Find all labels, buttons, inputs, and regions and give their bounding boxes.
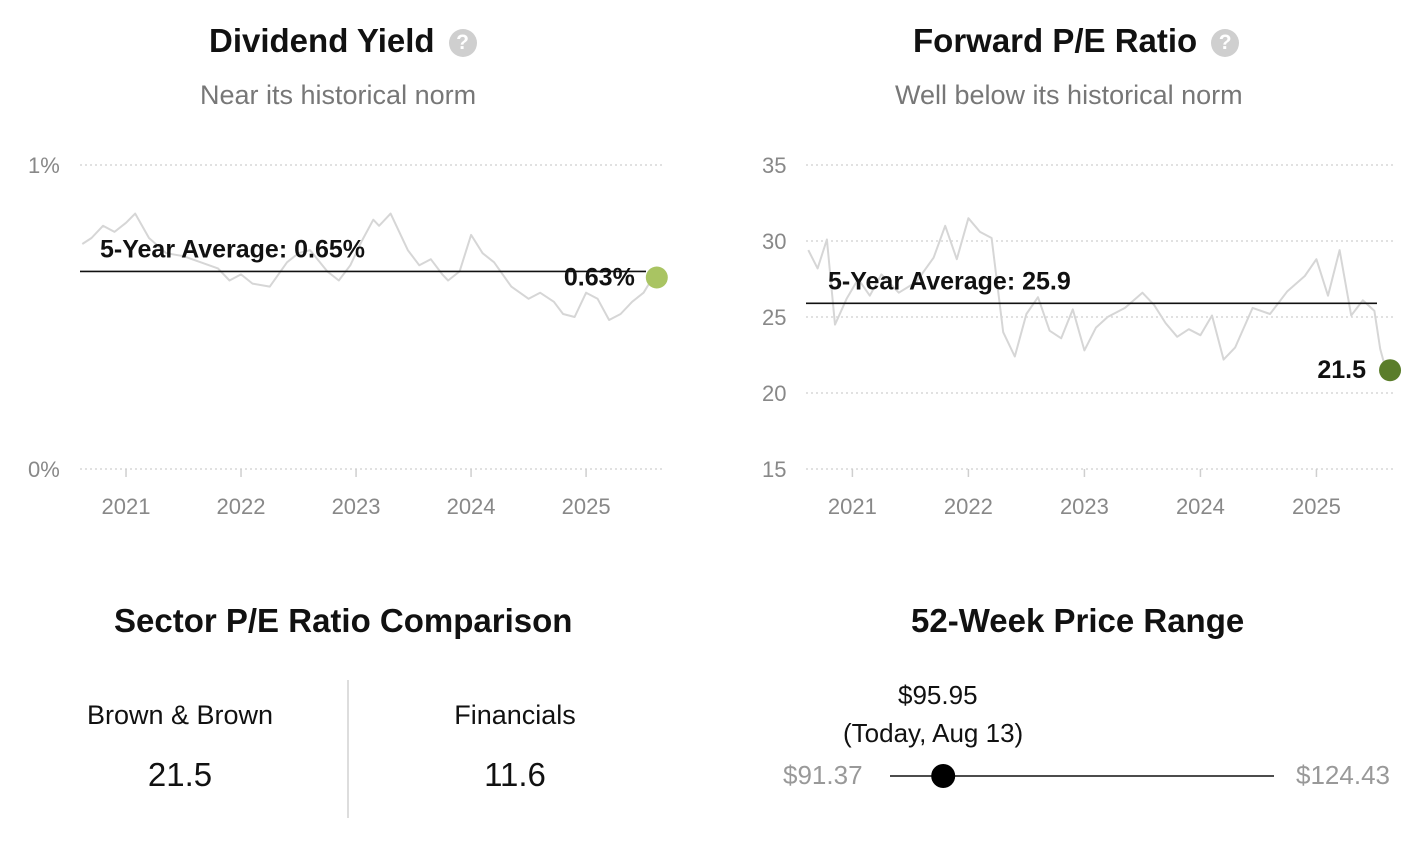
y-tick-label: 25 xyxy=(762,305,786,330)
sector-divider xyxy=(347,680,349,818)
range-current-note: (Today, Aug 13) xyxy=(843,718,1024,748)
sector-value-financials: 11.6 xyxy=(484,756,546,793)
range-current-marker xyxy=(931,764,956,788)
forward-pe-panel: Forward P/E Ratio? Well below its histor… xyxy=(762,22,1402,519)
dividend-yield-subtitle: Near its historical norm xyxy=(200,80,477,110)
current-value-dot xyxy=(645,266,668,289)
sector-comparison-title: Sector P/E Ratio Comparison xyxy=(114,602,573,639)
x-tick-label: 2022 xyxy=(944,494,993,519)
dividend-yield-title: Dividend Yield xyxy=(209,22,435,59)
y-tick-label: 20 xyxy=(762,381,786,406)
y-tick-label: 35 xyxy=(762,153,786,178)
range-high: $124.43 xyxy=(1296,760,1390,790)
x-tick-label: 2023 xyxy=(1060,494,1109,519)
x-tick-label: 2022 xyxy=(217,494,266,519)
x-tick-label: 2025 xyxy=(562,494,611,519)
x-tick-label: 2024 xyxy=(1176,494,1225,519)
forward-pe-title-wrap: Forward P/E Ratio? xyxy=(913,22,1240,60)
forward-pe-title: Forward P/E Ratio xyxy=(913,22,1198,59)
average-label: 5-Year Average: 25.9 xyxy=(828,267,1071,295)
y-tick-label: 1% xyxy=(28,153,60,178)
sector-value-company: 21.5 xyxy=(147,756,213,793)
dividend-yield-title-wrap: Dividend Yield? xyxy=(209,22,477,60)
y-tick-label: 0% xyxy=(28,457,60,482)
x-tick-label: 2024 xyxy=(447,494,496,519)
series-line xyxy=(807,217,1387,371)
current-value-dot xyxy=(1379,359,1402,382)
x-tick-label: 2025 xyxy=(1292,494,1341,519)
price-range-title: 52-Week Price Range xyxy=(911,602,1245,639)
series-line xyxy=(81,212,654,321)
x-tick-label: 2023 xyxy=(332,494,381,519)
y-tick-label: 30 xyxy=(762,229,786,254)
sector-name-company: Brown & Brown xyxy=(86,700,274,730)
forward-pe-subtitle: Well below its historical norm xyxy=(895,80,1243,110)
range-low: $91.37 xyxy=(783,760,863,790)
help-icon[interactable]: ? xyxy=(448,29,477,57)
current-value-label: 21.5 xyxy=(1317,356,1366,384)
current-value-label: 0.63% xyxy=(564,263,635,291)
dividend-yield-panel: Dividend Yield? Near its historical norm… xyxy=(0,0,709,560)
x-tick-label: 2021 xyxy=(828,494,877,519)
y-tick-label: 15 xyxy=(762,457,786,482)
average-label: 5-Year Average: 0.65% xyxy=(100,235,365,263)
dividend-yield-chart: 0% 1% 2021 2022 2023 2024 2025 5-Year Average: … xyxy=(28,153,668,519)
sector-name-financials: Financials xyxy=(454,700,576,730)
range-current-price: $95.95 xyxy=(898,680,978,710)
x-tick-label: 2021 xyxy=(102,494,151,519)
help-icon[interactable]: ? xyxy=(1211,29,1240,57)
